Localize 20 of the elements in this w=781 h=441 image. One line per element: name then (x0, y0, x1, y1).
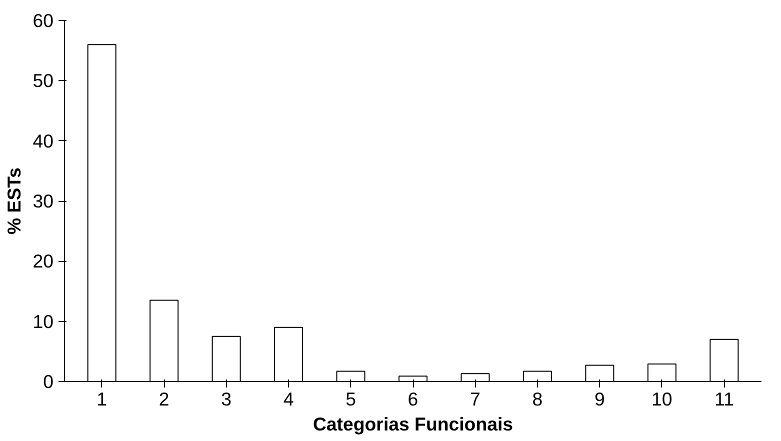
x-tick-label: 9 (594, 388, 605, 410)
x-tick-label: 3 (221, 388, 232, 410)
y-tick-label: 0 (43, 371, 54, 392)
x-tick-label: 2 (158, 388, 170, 410)
y-tick-label: 50 (32, 70, 54, 92)
x-tick-label: 7 (470, 388, 480, 410)
x-tick-label: 5 (346, 388, 356, 410)
y-tick-label: 60 (32, 10, 54, 31)
x-tick-label: 1 (96, 388, 108, 410)
x-tick-label: 11 (714, 388, 734, 410)
x-tick-label: 8 (532, 388, 543, 410)
x-tick-label: 4 (283, 388, 294, 410)
x-axis-title: Categorias Funcionais (312, 414, 514, 434)
x-tick-label: 10 (652, 388, 672, 410)
y-tick-label: 10 (32, 310, 54, 332)
y-axis-title: % ESTs (4, 167, 25, 235)
y-tick-label: 40 (32, 130, 54, 152)
y-tick-label: 20 (32, 250, 54, 272)
y-tick-label: 30 (32, 190, 54, 212)
x-tick-label: 6 (408, 388, 418, 410)
